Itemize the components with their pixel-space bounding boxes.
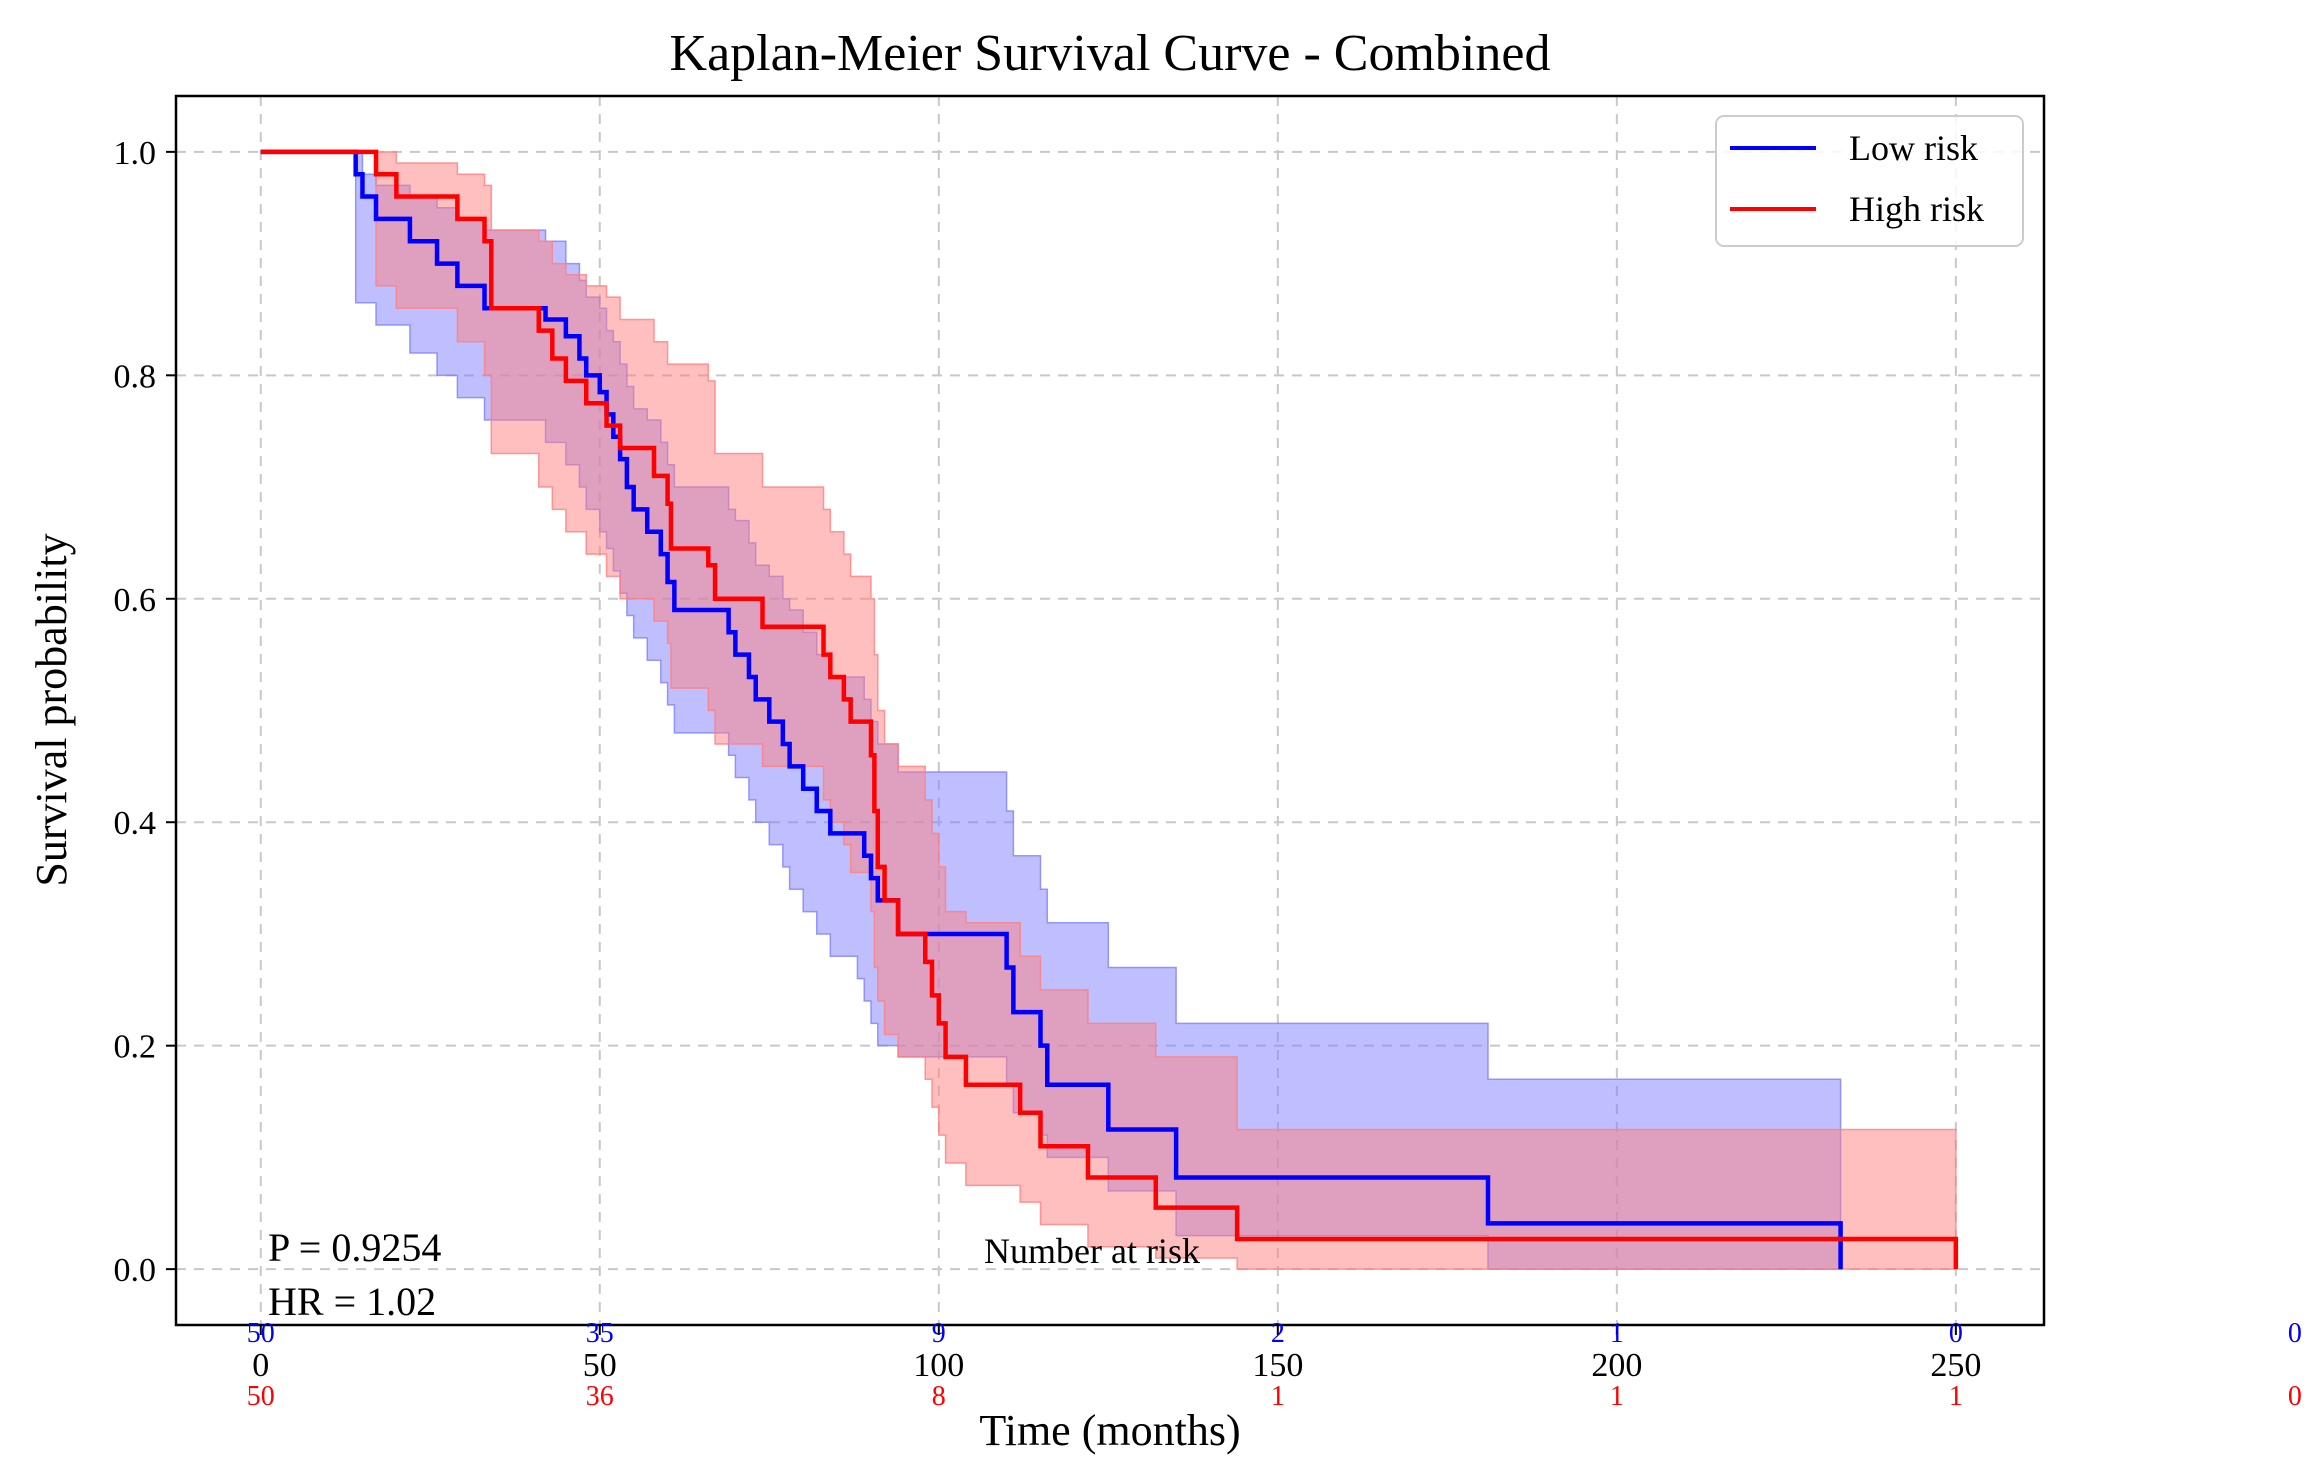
risk-count-low-risk: 9 (932, 1318, 946, 1349)
hazard-ratio-annotation: HR = 1.02 (268, 1279, 436, 1324)
x-tick-label: 250 (1930, 1347, 1981, 1384)
chart-title: Kaplan-Meier Survival Curve - Combined (670, 25, 1551, 82)
risk-count-low-risk: 0 (1949, 1318, 1963, 1349)
y-tick-label: 0.6 (114, 582, 157, 619)
risk-count-low-risk: 50 (247, 1318, 275, 1349)
risk-count-low-risk: 35 (586, 1318, 614, 1349)
risk-count-low-risk: 1 (1610, 1318, 1624, 1349)
risk-count-high-risk: 1 (1949, 1381, 1963, 1412)
x-tick-label: 0 (252, 1347, 269, 1384)
risk-count-low-risk: 0 (2288, 1318, 2302, 1349)
legend: Low risk High risk (1715, 115, 2024, 247)
p-value-annotation: P = 0.9254 (268, 1225, 441, 1270)
y-tick-label: 0.8 (114, 358, 157, 395)
y-tick-label: 0.0 (114, 1252, 157, 1289)
plot-frame (174, 94, 2046, 1327)
survival-curve-high-risk (260, 149, 1959, 1270)
survival-curves (260, 149, 1959, 1270)
confidence-band-high-risk (260, 151, 1957, 1270)
y-axis-ticks: 0.0 0.2 0.4 0.6 0.8 1.0 (114, 135, 176, 1289)
risk-count-high-risk: 1 (1271, 1381, 1285, 1412)
x-tick-label: 200 (1591, 1347, 1642, 1384)
risk-count-high-risk: 36 (586, 1381, 614, 1412)
y-axis-title: Survival probability (27, 533, 76, 886)
x-axis-title: Time (months) (979, 1406, 1240, 1455)
x-tick-label: 50 (583, 1347, 617, 1384)
x-tick-label: 100 (913, 1347, 964, 1384)
risk-count-high-risk: 1 (1610, 1381, 1624, 1412)
number-at-risk-title: Number at risk (984, 1231, 1200, 1271)
legend-label-low-risk: Low risk (1849, 128, 1978, 168)
y-tick-label: 0.4 (114, 805, 157, 842)
risk-count-low-risk: 2 (1271, 1318, 1285, 1349)
x-tick-label: 150 (1252, 1347, 1303, 1384)
y-tick-label: 1.0 (114, 135, 157, 172)
y-tick-label: 0.2 (114, 1029, 157, 1066)
legend-label-high-risk: High risk (1849, 189, 1984, 229)
risk-count-high-risk: 8 (932, 1381, 946, 1412)
risk-count-high-risk: 50 (247, 1381, 275, 1412)
x-axis-ticks: 0 50 100 150 200 250 (252, 1325, 1981, 1384)
risk-count-high-risk: 0 (2288, 1381, 2302, 1412)
